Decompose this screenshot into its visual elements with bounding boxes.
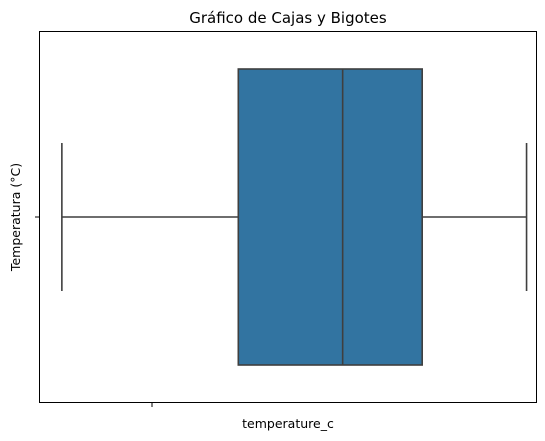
x-axis-label: temperature_c — [242, 416, 334, 431]
chart-title: Gráfico de Cajas y Bigotes — [189, 9, 387, 27]
y-axis-label: Temperatura (°C) — [8, 163, 23, 272]
interquartile-box — [237, 68, 423, 366]
plot-area — [61, 68, 528, 366]
